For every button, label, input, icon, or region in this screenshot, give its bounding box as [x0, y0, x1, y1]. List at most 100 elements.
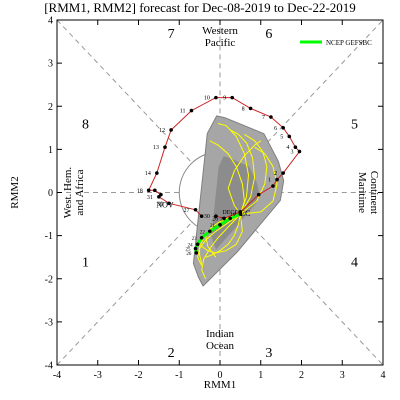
- observed-point: [153, 188, 157, 193]
- observed-point: [199, 214, 204, 219]
- y-tick-label: 2: [48, 102, 53, 113]
- y-tick-label: 4: [48, 16, 53, 27]
- observed-point: [275, 177, 279, 182]
- month-label: NOV: [156, 201, 174, 210]
- region-label-bottom: Indian: [206, 328, 235, 340]
- observed-point: [271, 184, 275, 188]
- observed-day-label: 2: [274, 171, 277, 177]
- x-axis-label: RMM1: [204, 379, 236, 391]
- ensemble-mean-day-label: 19: [230, 213, 236, 218]
- ensemble-mean-point: [218, 223, 222, 227]
- observed-day-label: 12: [159, 128, 165, 134]
- observed-day-label: 14: [145, 171, 151, 177]
- ensemble-mean-point: [228, 216, 232, 221]
- observed-day-label: 11: [180, 109, 186, 115]
- phase-divider-line: [56, 19, 192, 163]
- observed-day-label: 30: [204, 214, 210, 220]
- observed-point: [214, 95, 218, 100]
- y-axis-label: RMM2: [9, 176, 21, 208]
- observed-point: [287, 134, 292, 139]
- region-label-top: Pacific: [205, 37, 236, 49]
- month-label: DEC: [234, 209, 250, 218]
- observed-day-label: 4: [286, 145, 289, 151]
- ensemble-mean-day-label: 23: [192, 237, 198, 242]
- ensemble-mean-point: [194, 251, 199, 255]
- region-label-left: West. Hem.: [62, 167, 74, 219]
- phase-number: 1: [82, 256, 89, 271]
- phase-number: 6: [265, 27, 272, 42]
- ensemble-mean-point: [208, 229, 212, 234]
- phase-number: 4: [351, 256, 358, 271]
- observed-point: [193, 207, 198, 212]
- observed-point: [189, 108, 194, 113]
- region-label-left: and Africa: [74, 169, 86, 215]
- chart-title: [RMM1, RMM2] forecast for Dec-08-2019 to…: [44, 0, 356, 15]
- ensemble-member-line: [240, 133, 268, 215]
- phase-divider-line: [248, 222, 384, 366]
- region-label-bottom: Ocean: [206, 340, 235, 352]
- region-label-top: Western: [202, 25, 238, 37]
- observed-day-label: 9: [223, 96, 226, 102]
- ensemble-member-line: [209, 140, 245, 215]
- ensemble-mean-day-label: 26: [186, 252, 192, 257]
- x-tick-label: 2: [299, 370, 304, 381]
- ensemble-mean-day-label: 25: [186, 248, 192, 253]
- observed-point: [293, 145, 298, 150]
- phase-number: 3: [265, 346, 272, 361]
- observed-point: [248, 106, 253, 111]
- y-tick-label: -2: [45, 274, 53, 285]
- x-tick-label: 0: [218, 370, 223, 381]
- x-tick-label: 1: [258, 370, 263, 381]
- ensemble-member-line: [201, 213, 241, 280]
- ensemble-mean-day-label: 22: [200, 230, 206, 235]
- observed-point: [269, 115, 273, 119]
- x-tick-label: -1: [175, 370, 183, 381]
- observed-day-label: 1: [268, 178, 271, 184]
- observed-point: [155, 171, 159, 175]
- observed-day-label: 8: [242, 106, 245, 112]
- ensemble-mean-day-label: 21: [210, 224, 216, 229]
- observed-day-label: 26: [212, 216, 218, 222]
- phase-number: 2: [168, 346, 175, 361]
- observed-day-label: 27: [184, 208, 190, 214]
- observed-point: [281, 126, 285, 130]
- x-tick-label: -2: [134, 370, 142, 381]
- y-tick-label: -3: [45, 317, 53, 328]
- ensemble-member-line: [227, 140, 262, 215]
- observed-point: [230, 95, 235, 100]
- ensemble-member-line: [217, 123, 250, 215]
- ensemble-member-line: [201, 214, 243, 254]
- observed-point: [214, 214, 218, 219]
- x-tick-label: -3: [94, 370, 102, 381]
- x-tick-label: 4: [381, 370, 386, 381]
- ensemble-member-line: [240, 146, 278, 215]
- region-label-right: Continent: [368, 171, 380, 214]
- x-tick-label: 3: [340, 370, 345, 381]
- ensemble-member-line: [197, 213, 241, 267]
- observed-day-label: 6: [274, 126, 277, 132]
- observed-day-label: 30: [157, 201, 163, 207]
- ensemble-member-line: [229, 129, 256, 215]
- phase-divider-line: [56, 222, 192, 366]
- observed-day-label: 3: [290, 150, 293, 156]
- observed-point: [297, 149, 302, 154]
- observed-point: [163, 145, 167, 150]
- observed-day-label: 13: [153, 145, 159, 151]
- ensemble-mean-day-label: 24: [188, 243, 194, 248]
- observed-day-label: 18: [137, 188, 143, 194]
- observed-point: [169, 128, 173, 132]
- observed-point: [159, 192, 163, 197]
- y-tick-label: -4: [45, 361, 53, 372]
- observed-point: [222, 216, 226, 221]
- observed-day-label: 5: [280, 134, 283, 140]
- observed-point: [167, 201, 171, 206]
- observed-point: [281, 171, 285, 175]
- ensemble-mean-point: [199, 235, 204, 240]
- ensemble-mean-point: [238, 212, 243, 216]
- legend-label: NCEP GEFSBC: [326, 39, 372, 47]
- x-tick-label: -4: [53, 370, 61, 381]
- ensemble-mean-day-label: 20: [220, 217, 226, 222]
- observed-point: [256, 192, 261, 197]
- phase-number: 5: [351, 118, 358, 133]
